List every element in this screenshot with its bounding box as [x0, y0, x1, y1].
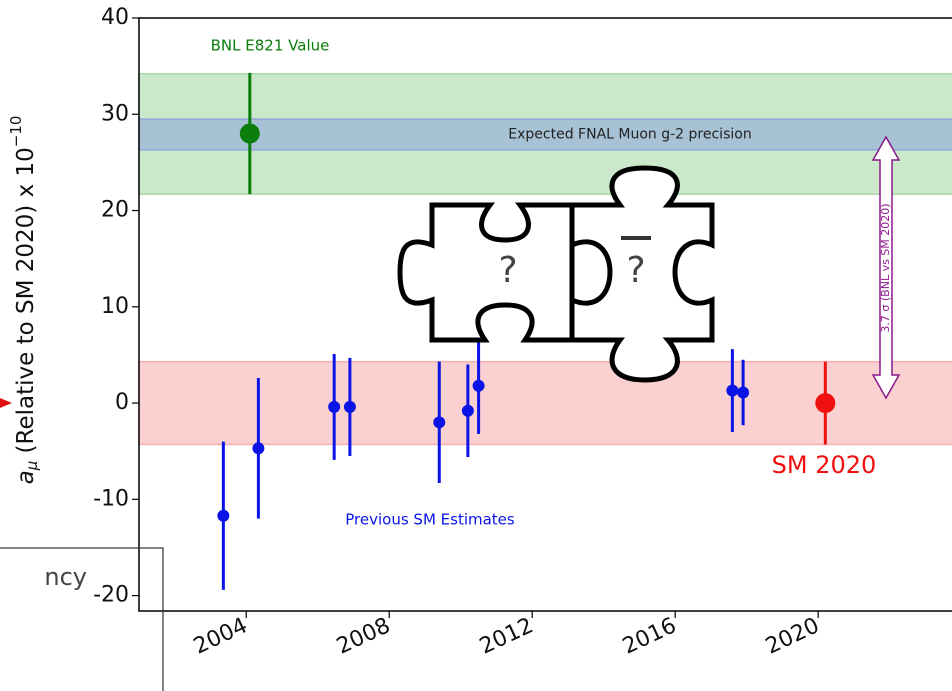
- y-tick-label: -10: [93, 486, 129, 511]
- series-label: SM 2020: [772, 451, 877, 479]
- arrow-label: 3.7 σ (BNL vs SM 2020): [879, 203, 892, 332]
- band-label: Expected FNAL Muon g-2 precision: [508, 126, 751, 142]
- y-tick-label: 0: [115, 390, 129, 415]
- y-tick-label: 20: [101, 198, 129, 223]
- y-label-exponent: −10: [7, 116, 25, 148]
- y-label-symbol: a: [13, 470, 39, 484]
- fragment-arrow: [0, 398, 12, 408]
- chart: Expected FNAL Muon g-2 precision 40 30 20 10…: [0, 0, 952, 691]
- point: [473, 380, 485, 392]
- plot-area: Expected FNAL Muon g-2 precision 40 30 20 10…: [93, 5, 952, 660]
- point: [433, 416, 445, 428]
- y-label-text: (Relative to SM 2020) x 10: [13, 147, 39, 461]
- series-label: BNL E821 Value: [211, 37, 330, 55]
- point: [344, 401, 356, 413]
- puzzle-label: ?: [498, 250, 517, 291]
- point: [462, 405, 474, 417]
- fragment-text: ncy: [44, 563, 87, 591]
- x-tick-label: 2004: [190, 613, 251, 659]
- point: [815, 393, 835, 413]
- x-tick-label: 2016: [619, 613, 680, 659]
- point: [328, 401, 340, 413]
- point: [240, 124, 260, 144]
- y-tick-label: 30: [101, 101, 129, 126]
- x-tick-label: 2020: [762, 613, 823, 659]
- x-tick-label: 2012: [476, 613, 537, 659]
- y-label-subscript: μ: [23, 461, 41, 472]
- point: [252, 442, 264, 454]
- y-tick-label: -20: [93, 583, 129, 608]
- series-label: Previous SM Estimates: [345, 511, 515, 529]
- y-axis-label: aμ (Relative to SM 2020) x 10−10: [7, 116, 41, 485]
- point: [726, 385, 738, 397]
- x-tick-label: 2008: [333, 613, 394, 659]
- puzzle-label: ?: [626, 250, 645, 291]
- puzzle-bar: [621, 236, 651, 240]
- y-tick-label: 40: [101, 5, 129, 30]
- point: [217, 510, 229, 522]
- point: [737, 386, 749, 398]
- y-tick-label: 10: [101, 294, 129, 319]
